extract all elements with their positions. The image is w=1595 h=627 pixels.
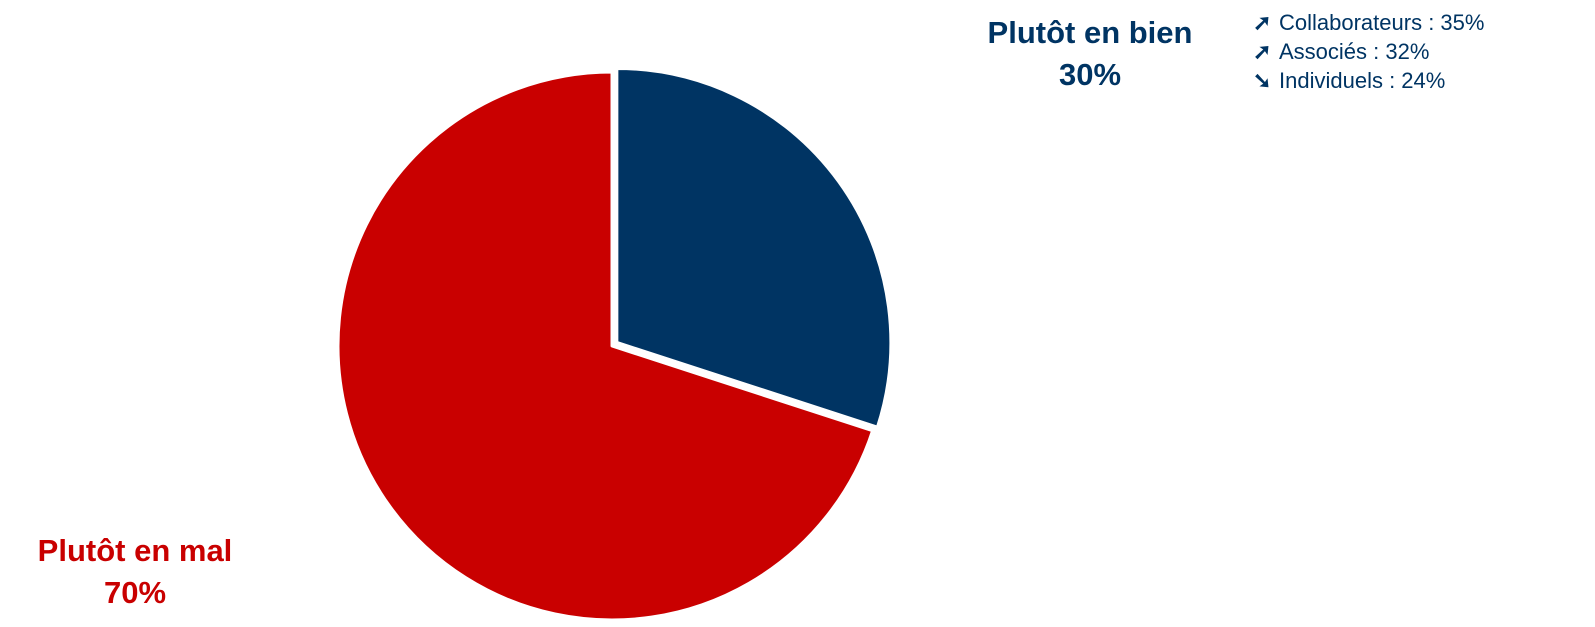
breakdown-list: ➚ Collaborateurs : 35% ➚ Associés : 32% ➘ I… <box>1253 8 1484 95</box>
pie-slice-plut-t-en-mal <box>336 70 875 622</box>
breakdown-item: ➚ Collaborateurs : 35% <box>1253 8 1484 37</box>
breakdown-item: ➚ Associés : 32% <box>1253 37 1484 66</box>
arrow-up-right-icon: ➚ <box>1253 10 1272 35</box>
breakdown-text: Collaborateurs : 35% <box>1279 10 1485 35</box>
arrow-down-right-icon: ➘ <box>1253 68 1272 93</box>
slice-percent: 30% <box>1058 57 1122 92</box>
breakdown-item: ➘ Individuels : 24% <box>1253 66 1484 95</box>
slice-label-plutot-en-bien: Plutôt en bien 30% <box>960 12 1220 96</box>
slice-name: Plutôt en bien <box>987 15 1193 50</box>
slice-label-plutot-en-mal: Plutôt en mal 70% <box>0 530 270 614</box>
slice-name: Plutôt en mal <box>37 533 233 568</box>
breakdown-text: Associés : 32% <box>1279 39 1430 64</box>
slice-percent: 70% <box>103 575 167 610</box>
arrow-up-right-icon: ➚ <box>1253 39 1272 64</box>
breakdown-text: Individuels : 24% <box>1279 68 1446 93</box>
pie-slice-plut-t-en-bien <box>615 66 893 429</box>
